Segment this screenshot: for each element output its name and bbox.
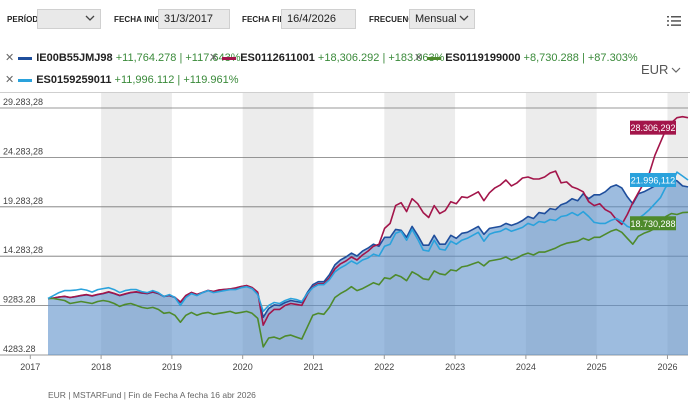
remove-series-icon[interactable]: ✕ (414, 52, 424, 64)
end-value-label: 18.730,288 (630, 219, 675, 229)
series-line[interactable] (47, 115, 689, 326)
legend-item[interactable]: ✕ ES0112611001 +18,306.292 | +183.063% (209, 51, 444, 65)
end-date-label: FECHA FINAL (242, 15, 297, 24)
series-line[interactable] (47, 171, 689, 313)
x-tick-label: 2022 (374, 362, 394, 372)
frequency-select[interactable]: Mensual (409, 9, 475, 29)
period-label: PERÍODO (7, 15, 45, 24)
x-tick-label: 2025 (587, 362, 607, 372)
legend-series-stats: +11,996.112 | +119.961% (114, 74, 239, 86)
y-tick-label: 24.283,28 (3, 146, 43, 156)
legend-item[interactable]: ✕ IE00B55JMJ98 +11,764.278 | +117.643% (5, 51, 241, 65)
legend-item[interactable]: ✕ ES0119199000 +8,730.288 | +87.303% (414, 51, 638, 65)
x-tick-label: 2023 (445, 362, 465, 372)
legend-series-name: IE00B55JMJ98 (36, 52, 113, 64)
legend-item[interactable]: ✕ ES0159259011 +11,996.112 | +119.961% (5, 73, 239, 87)
frequency-label: FRECUENCIA (369, 15, 423, 24)
legend-series-stats: +8,730.288 | +87.303% (523, 52, 638, 64)
x-tick-label: 2021 (303, 362, 323, 372)
chevron-down-icon (85, 15, 95, 21)
chevron-down-icon[interactable] (671, 66, 681, 74)
y-tick-label: 19.283,28 (3, 196, 43, 206)
legend-series-name: ES0112611001 (240, 52, 315, 64)
start-date-label: FECHA INICIO (114, 15, 170, 24)
x-tick-label: 2024 (516, 362, 536, 372)
y-tick-label: 14.283,28 (3, 245, 43, 255)
legend-swatch (427, 56, 442, 60)
legend-swatch (18, 56, 33, 60)
frequency-value: Mensual (415, 13, 457, 25)
legend-divider (0, 92, 690, 93)
legend-swatch (222, 56, 237, 60)
x-tick-label: 2019 (162, 362, 182, 372)
legend-swatch (18, 78, 33, 82)
performance-chart[interactable]: 4283.28 9283.28 14.283,28 19.283,28 24.283,2… (0, 93, 690, 385)
end-value-label: 28.306,292 (630, 123, 675, 133)
y-tick-label: 9283.28 (3, 295, 36, 305)
y-tick-label: 29.283,28 (3, 97, 43, 107)
currency-select[interactable]: EUR (641, 62, 669, 77)
start-date-input[interactable]: 31/3/2017 (158, 9, 230, 29)
chevron-down-icon (459, 15, 469, 21)
end-value-badge (630, 172, 676, 187)
end-value-badge (630, 120, 676, 135)
remove-series-icon[interactable]: ✕ (5, 52, 15, 64)
legend-series-stats: +11,764.278 | +117.643% (115, 52, 241, 64)
legend-series-stats: +18,306.292 | +183.063% (317, 52, 445, 64)
chart-footer: EUR | MSTARFund | Fin de Fecha A fecha 1… (48, 390, 256, 400)
series-line[interactable] (48, 211, 689, 348)
y-tick-label: 4283.28 (3, 344, 36, 354)
end-date-input[interactable]: 16/4/2026 (281, 9, 356, 29)
remove-series-icon[interactable]: ✕ (209, 52, 219, 64)
list-menu-icon[interactable] (667, 14, 681, 28)
remove-series-icon[interactable]: ✕ (5, 74, 15, 86)
period-select[interactable] (37, 9, 101, 29)
end-value-badge (630, 216, 676, 231)
legend-series-name: ES0159259011 (36, 74, 112, 86)
x-tick-label: 2017 (20, 362, 40, 372)
end-value-label: 21.996,112 (631, 175, 675, 185)
legend-series-name: ES0119199000 (445, 52, 521, 64)
x-tick-label: 2026 (657, 362, 677, 372)
x-tick-label: 2018 (91, 362, 111, 372)
x-tick-label: 2020 (233, 362, 253, 372)
toolbar: PERÍODO FECHA INICIO 31/3/2017 FECHA FIN… (0, 0, 690, 44)
